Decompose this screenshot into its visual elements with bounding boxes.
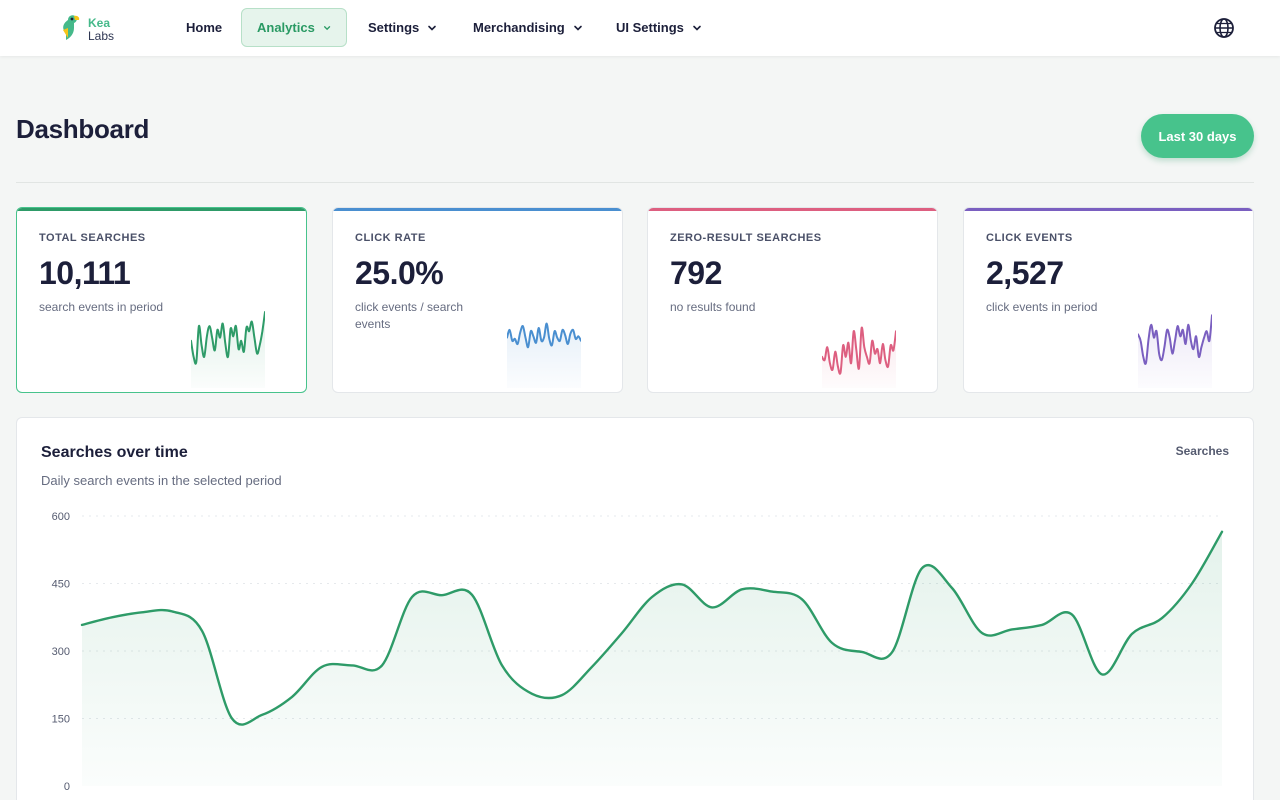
nav-analytics-label: Analytics [257, 20, 315, 35]
sparkline-line [1138, 314, 1212, 365]
kpi-subtitle: no results found [670, 300, 756, 314]
kpi-accent-bar [648, 208, 937, 211]
kpi-sparkline [822, 326, 896, 388]
kpi-card-total-searches[interactable]: TOTAL SEARCHES 10,111 search events in p… [16, 207, 307, 393]
kpi-accent-bar [17, 208, 306, 211]
kpi-value: 25.0% [355, 255, 444, 291]
kpi-sparkline [1138, 314, 1212, 388]
kpi-subtitle: search events in period [39, 300, 164, 314]
chevron-down-icon [693, 25, 701, 31]
kpi-subtitle: click events / search events [355, 300, 464, 331]
top-navigation-bar: Kea Labs Home Analytics Settings Merchan… [0, 0, 1280, 56]
sparkline-line [507, 322, 581, 349]
parrot-logo-icon [63, 15, 80, 41]
page-title: Dashboard [16, 114, 150, 144]
searches-area-chart: 0 150 300 450 600 [52, 511, 1224, 793]
series-searches-line [80, 530, 1224, 726]
sparkline-line [822, 326, 896, 375]
kpi-label: TOTAL SEARCHES [39, 232, 146, 244]
nav-merchandising[interactable]: Merchandising [458, 8, 598, 47]
y-tick-label: 450 [52, 579, 70, 591]
header-divider [16, 182, 1254, 183]
y-tick-label: 300 [52, 646, 70, 658]
nav-home-label: Home [186, 20, 223, 35]
kpi-sparkline [191, 311, 265, 388]
kpi-sparkline [507, 322, 581, 388]
nav-ui-settings-label: UI Settings [616, 20, 684, 35]
date-range-button[interactable]: Last 30 days [1141, 114, 1254, 158]
kpi-card-zero-result-searches[interactable]: ZERO-RESULT SEARCHES 792 no results foun… [647, 207, 938, 393]
kpi-subtitle: click events in period [986, 300, 1098, 314]
kpi-value: 10,111 [39, 255, 131, 291]
kpi-accent-bar [964, 208, 1253, 211]
searches-chart-card: 0 150 300 450 600 Searches over time Daily s… [16, 417, 1254, 800]
kpi-label: CLICK RATE [355, 232, 426, 244]
kpi-value: 792 [670, 255, 722, 291]
globe-icon[interactable] [1212, 16, 1236, 40]
series-searches-area [82, 531, 1222, 786]
nav-settings[interactable]: Settings [353, 8, 452, 47]
brand-name-line1: Kea [88, 16, 111, 30]
chart-legend-searches[interactable]: Searches [1175, 444, 1229, 458]
chevron-down-icon [573, 25, 582, 31]
nav-ui-settings[interactable]: UI Settings [601, 8, 717, 47]
kpi-label: ZERO-RESULT SEARCHES [670, 232, 822, 244]
nav-home[interactable]: Home [171, 8, 237, 47]
y-tick-label: 600 [52, 511, 70, 523]
nav-merchandising-label: Merchandising [473, 20, 565, 35]
y-tick-label: 150 [52, 714, 70, 726]
chevron-down-icon [428, 25, 437, 31]
brand-logo[interactable]: Kea Labs [60, 14, 130, 44]
sparkline-line [191, 311, 265, 365]
y-tick-label: 0 [64, 781, 70, 793]
chart-title: Searches over time [41, 444, 188, 461]
kpi-label: CLICK EVENTS [986, 232, 1073, 244]
chevron-down-icon [323, 25, 331, 30]
brand-name-line2: Labs [88, 29, 115, 43]
nav-settings-label: Settings [368, 20, 420, 35]
kpi-card-click-events[interactable]: CLICK EVENTS 2,527 click events in perio… [963, 207, 1254, 393]
kpi-card-click-rate[interactable]: CLICK RATE 25.0% click events / search e… [332, 207, 623, 393]
kpi-accent-bar [333, 208, 622, 211]
nav-analytics[interactable]: Analytics [241, 8, 347, 47]
kpi-value: 2,527 [986, 255, 1064, 291]
chart-subtitle: Daily search events in the selected peri… [41, 473, 282, 488]
